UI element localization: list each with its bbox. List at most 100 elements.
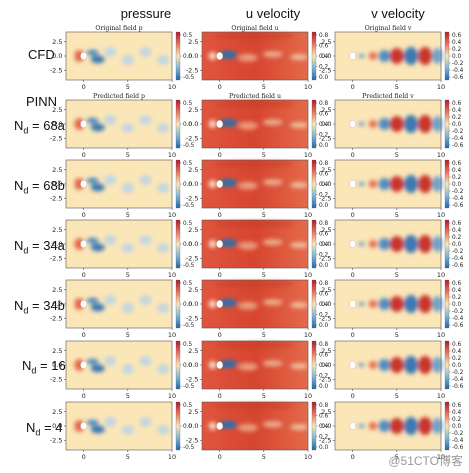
y-tick-label: 0.0 [52, 300, 62, 308]
x-tick-label: 10 [437, 211, 445, 219]
colorbar-tick-label: 0.0 [319, 323, 329, 329]
cylinder [349, 180, 357, 188]
cylinder [349, 52, 357, 60]
y-tick-label: 0.0 [188, 120, 198, 128]
x-tick-label: 10 [437, 83, 445, 91]
colorbar-tick-label: -0.4 [452, 68, 464, 74]
y-tick-label: 2.5 [52, 226, 62, 234]
colorbar-tick-label: 0.4 [319, 242, 329, 248]
x-tick-label: 0 [82, 83, 86, 91]
y-tick-label: 0.0 [52, 120, 62, 128]
colorbar [444, 401, 450, 451]
colorbar-tick-label: -0.5 [183, 323, 195, 329]
y-tick-label: 0.0 [321, 180, 331, 188]
colorbar-tick-label: 0.2 [319, 133, 329, 139]
colorbar-tick-label: 0.5 [183, 221, 193, 227]
plot-subtitle: Predicted field p [93, 93, 145, 100]
colorbar-tick-label: 0.2 [319, 253, 329, 259]
colorbar-tick-label: 0.0 [183, 54, 193, 60]
colorbar-tick-label: 0.4 [452, 349, 462, 355]
colorbar-tick-label: 0.0 [319, 263, 329, 269]
cylinder [80, 240, 88, 248]
colorbar-tick-label: 0.0 [452, 182, 462, 188]
colorbar-tick-label: 0.8 [319, 33, 329, 39]
plot-r6-c2: 2.50.0-2.50 5 100.60.40.20.0-0.2-0.4-0.6 [319, 401, 464, 461]
colorbar [444, 279, 450, 329]
colorbar-tick-label: 0.8 [319, 281, 329, 287]
colorbar [311, 31, 317, 81]
watermark: @51CTO博客 [388, 454, 463, 468]
colorbar-tick-label: 0.4 [319, 302, 329, 308]
colorbar-tick-label: 0.4 [319, 424, 329, 430]
colorbar [311, 159, 317, 209]
y-tick-label: -2.5 [50, 134, 63, 142]
row-label-cfd: CFD [28, 47, 55, 62]
cylinder [80, 180, 88, 188]
y-tick-label: 0.0 [321, 361, 331, 369]
x-tick-label: 10 [437, 151, 445, 159]
colorbar-tick-label: 0.2 [452, 115, 462, 121]
x-tick-label: 0 [351, 392, 355, 400]
colorbar-tick-label: 0.0 [183, 242, 193, 248]
colorbar-tick-label: 0.6 [319, 172, 329, 178]
y-tick-label: 2.5 [321, 38, 331, 46]
colorbar-tick-label: 0.5 [183, 33, 193, 39]
y-tick-label: 0.0 [52, 240, 62, 248]
colorbar-tick-label: 0.2 [452, 175, 462, 181]
colorbar [311, 340, 317, 390]
colorbar-tick-label: 0.8 [319, 161, 329, 167]
plot-subtitle: Predicted field v [362, 93, 414, 100]
colorbar-tick-label: -0.5 [183, 384, 195, 390]
plot-r4-c1: 2.50.0-2.50 5 100.80.60.40.20.0 [186, 279, 329, 339]
cylinder [216, 300, 224, 308]
x-tick-label: 10 [168, 392, 176, 400]
cylinder [216, 52, 224, 60]
y-tick-label: 2.5 [52, 106, 62, 114]
row-label-34a: Nd = 34a [14, 238, 65, 256]
colorbar-tick-label: 0.5 [183, 403, 193, 409]
cylinder [349, 422, 357, 430]
colorbar-tick-label: 0.6 [452, 403, 462, 409]
x-tick-label: 5 [262, 331, 266, 339]
colorbar-tick-label: 0.0 [319, 445, 329, 451]
colorbar-tick-label: -0.5 [183, 75, 195, 81]
colorbar-tick-label: 0.4 [319, 122, 329, 128]
row-label-16: Nd = 16 [22, 358, 66, 376]
colorbar-tick-label: 0.0 [183, 122, 193, 128]
colorbar-tick-label: 0.0 [183, 302, 193, 308]
colorbar-tick-label: 0.0 [452, 242, 462, 248]
colorbar-tick-label: -0.6 [452, 263, 464, 269]
column-header-v-velocity: v velocity [371, 6, 425, 21]
colorbar-tick-label: -0.5 [183, 203, 195, 209]
plot-r3-c1: 2.50.0-2.50 5 100.80.60.40.20.0 [186, 219, 329, 279]
colorbar-tick-label: 0.4 [452, 108, 462, 114]
colorbar-tick-label: 0.6 [319, 112, 329, 118]
colorbar-tick-label: -0.2 [452, 189, 464, 195]
x-tick-label: 5 [395, 453, 399, 461]
cylinder [216, 361, 224, 369]
cylinder [216, 120, 224, 128]
x-tick-label: 5 [395, 151, 399, 159]
x-tick-label: 5 [126, 392, 130, 400]
x-tick-label: 5 [262, 151, 266, 159]
plot-r3-c0: 2.5 0.0 -2.5 0 5 10 0.5 0.0 -0.5 [50, 219, 195, 279]
x-tick-label: 0 [351, 151, 355, 159]
colorbar-tick-label: -0.5 [183, 445, 195, 451]
row-label-pinn: PINN [26, 94, 58, 109]
x-tick-label: 0 [82, 211, 86, 219]
colorbar-tick-label: -0.2 [452, 309, 464, 315]
y-tick-label: -2.5 [50, 314, 63, 322]
y-tick-label: 0.0 [188, 361, 198, 369]
x-tick-label: 5 [126, 331, 130, 339]
colorbar-tick-label: 0.8 [319, 403, 329, 409]
colorbar-tick-label: 0.0 [452, 54, 462, 60]
y-tick-label: 0.0 [321, 52, 331, 60]
x-tick-label: 10 [437, 453, 445, 461]
y-tick-label: 2.5 [188, 408, 198, 416]
colorbar-tick-label: 0.5 [183, 342, 193, 348]
plot-r0-c0: 2.5 0.0 -2.5 0 5 10 Original field p 0.5 0.0 -0.5 [50, 25, 195, 91]
y-tick-label: 2.5 [188, 106, 198, 114]
x-tick-label: 0 [351, 271, 355, 279]
